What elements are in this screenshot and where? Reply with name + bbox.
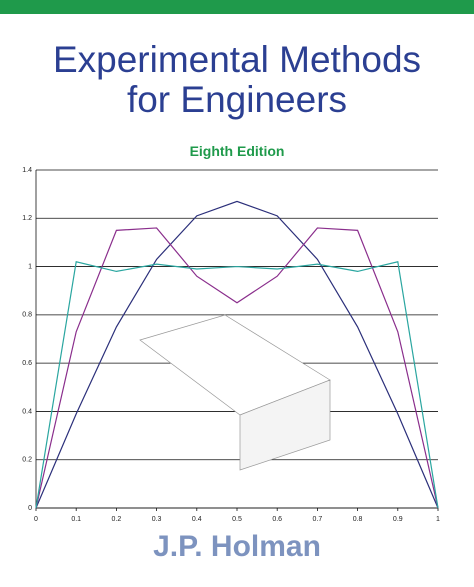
x-tick-label: 0.5 bbox=[232, 516, 242, 523]
title-line-2: for Engineers bbox=[127, 79, 347, 120]
y-tick-label: 0 bbox=[28, 505, 32, 512]
curve bbox=[35, 261, 439, 509]
x-tick-label: 0.9 bbox=[393, 516, 403, 523]
x-tick-label: 0 bbox=[34, 516, 38, 523]
curve bbox=[35, 227, 439, 509]
title-line-1: Experimental Methods bbox=[53, 39, 421, 80]
x-tick-label: 0.1 bbox=[71, 516, 81, 523]
y-tick-label: 0.4 bbox=[22, 408, 32, 415]
inset-graphic-side bbox=[239, 379, 331, 471]
x-tick-label: 0.3 bbox=[152, 516, 162, 523]
y-tick-label: 1.2 bbox=[22, 215, 32, 222]
plot: 0 0.2 0.4 0.6 0.8 1 1.2 1.4 0 0.1 0.2 0.3 0.4 0.5 0.6 0… bbox=[22, 167, 440, 523]
x-tick-label: 0.4 bbox=[192, 516, 202, 523]
x-tick-label: 0.8 bbox=[353, 516, 363, 523]
x-tick-label: 1 bbox=[436, 516, 440, 523]
y-tick-label: 1 bbox=[28, 263, 32, 270]
y-tick-label: 0.6 bbox=[22, 360, 32, 367]
curve bbox=[35, 200, 439, 509]
x-tick-label: 0.6 bbox=[272, 516, 282, 523]
top-band bbox=[0, 0, 474, 14]
y-tick-label: 1.4 bbox=[22, 167, 32, 174]
y-tick-label: 0.8 bbox=[22, 312, 32, 319]
x-tick-label: 0.7 bbox=[313, 516, 323, 523]
x-tick-label: 0.2 bbox=[112, 516, 122, 523]
author: J.P. Holman bbox=[153, 530, 321, 563]
y-tick-label: 0.2 bbox=[22, 457, 32, 464]
edition: Eighth Edition bbox=[190, 143, 285, 159]
